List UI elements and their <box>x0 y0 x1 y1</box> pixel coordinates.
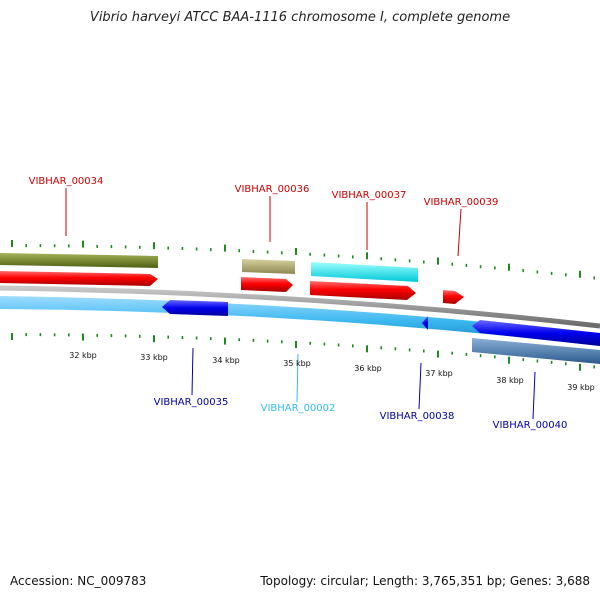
accession-text: Accession: NC_009783 <box>10 574 147 588</box>
gene-label-vibhar-00037: VIBHAR_00037 <box>332 190 407 201</box>
gene-label-vibhar-00039: VIBHAR_00039 <box>424 197 499 208</box>
tick-row-top <box>11 240 596 280</box>
reverse-strand-band <box>0 296 600 346</box>
gene-label-vibhar-00036: VIBHAR_00036 <box>235 184 310 195</box>
gene-arrow-00037 <box>310 281 416 300</box>
scale-label-35kbp: 35 kbp <box>283 359 311 368</box>
gene-arrow-00034 <box>0 271 158 286</box>
gene-label-vibhar-00040: VIBHAR_00040 <box>493 420 568 431</box>
genome-backbone <box>0 285 600 329</box>
gene-arrow-00038 <box>422 316 428 330</box>
feature-steel-40 <box>472 338 600 364</box>
scale-label-37kbp: 37 kbp <box>425 369 453 378</box>
gene-arrow-00039 <box>443 290 464 304</box>
gene-arrow-00040-forward <box>472 320 600 346</box>
feature-olive-34 <box>0 253 158 268</box>
scale-label-38kbp: 38 kbp <box>496 376 524 385</box>
feature-khaki-36 <box>242 259 295 274</box>
scale-label-34kbp: 34 kbp <box>212 356 240 365</box>
gene-arrow-00035 <box>162 300 228 316</box>
scale-label-36kbp: 36 kbp <box>354 364 382 373</box>
tick-row-bottom <box>11 333 596 371</box>
gene-arrow-00036 <box>241 277 293 292</box>
scale-label-33kbp: 33 kbp <box>140 353 168 362</box>
gene-label-vibhar-00034: VIBHAR_00034 <box>29 176 104 187</box>
page-title: Vibrio harveyi ATCC BAA-1116 chromosome … <box>89 10 511 25</box>
scale-label-32kbp: 32 kbp <box>69 351 97 360</box>
gene-label-vibhar-00002: VIBHAR_00002 <box>261 403 336 414</box>
callout-lines <box>65 188 536 420</box>
gene-label-vibhar-00038: VIBHAR_00038 <box>380 411 455 422</box>
genome-stats-text: Topology: circular; Length: 3,765,351 bp… <box>260 574 590 588</box>
feature-cyan-37 <box>311 262 418 282</box>
scale-label-39kbp: 39 kbp <box>567 383 595 392</box>
gene-label-vibhar-00035: VIBHAR_00035 <box>154 397 229 408</box>
